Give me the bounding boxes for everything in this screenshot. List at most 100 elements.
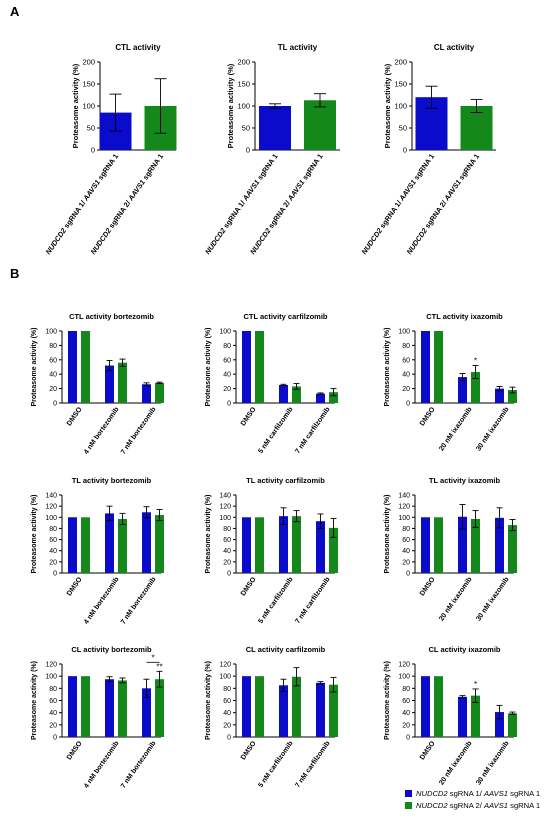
bar [495,388,504,403]
bar [68,517,77,573]
x-tick-label: DMSO [240,406,258,428]
y-axis-label: Proteasome activity (%) [205,328,212,407]
y-tick-label: 20 [223,386,231,393]
chart-title: CTL activity [115,43,161,52]
x-tick-label-part: NUDCD2 [248,226,273,256]
bar [155,515,164,573]
x-tick-label: NUDCD2 sgRNA 1/ AAVS1 sgRNA 1 [43,152,120,256]
y-tick-label: 40 [49,710,57,717]
bar [460,106,493,150]
legend-swatch [405,801,412,809]
y-tick-label: 80 [223,526,231,533]
y-tick-label: 80 [49,343,57,350]
y-tick-label: 60 [402,357,410,364]
y-tick-label: 0 [53,571,57,578]
x-tick-label: DMSO [66,576,84,598]
y-tick-label: 60 [402,537,410,544]
legend-item: NUDCD2 sgRNA 1/ AAVS1 sgRNA 1 [405,787,550,799]
y-tick-label: 200 [394,58,407,67]
bar [471,695,480,737]
y-tick-label: 0 [53,401,57,408]
y-tick-label: 100 [45,329,57,336]
y-tick-label: 120 [45,504,57,511]
x-tick-label: 5 nM carfilzomib [257,406,294,455]
bar [458,377,467,403]
y-tick-label: 80 [223,343,231,350]
bar [508,713,517,737]
y-tick-label: 40 [49,372,57,379]
x-tick-label: DMSO [66,740,84,762]
y-tick-label: 100 [219,674,231,681]
x-tick-label-part: sgRNA 1 [456,152,482,183]
y-tick-label: 100 [398,674,410,681]
bar [242,517,251,573]
bar [304,100,336,150]
y-axis-label: Proteasome activity (%) [71,63,80,148]
x-tick-label-part: sgRNA 1/ [220,197,248,231]
x-tick-label-part: sgRNA 1 [411,152,437,183]
bar [242,676,251,737]
x-tick-label-part: NUDCD2 [404,226,429,256]
x-tick-label: 4 nM bortezomib [83,740,121,790]
x-tick-label: DMSO [419,740,437,762]
chart-title: TL activity carfilzomib [246,476,325,485]
y-tick-label: 80 [223,686,231,693]
y-tick-label: 100 [82,102,95,111]
y-tick-label: 100 [45,674,57,681]
x-tick-label-part: sgRNA 2/ [422,197,450,231]
y-tick-label: 60 [223,698,231,705]
y-tick-label: 40 [402,548,410,555]
y-tick-label: 0 [403,146,407,155]
chart-title: CTL activity bortezomib [69,312,154,321]
x-tick-label: 7 nM bortezomib [120,576,158,626]
y-tick-label: 100 [394,102,407,111]
legend-swatch [405,789,412,797]
y-axis-label: Proteasome activity (%) [384,661,391,740]
x-tick-label: 20 nM ixazomib [438,740,473,786]
x-tick-label: DMSO [240,740,258,762]
bar [155,382,164,403]
legend-label: NUDCD2 sgRNA 1/ AAVS1 sgRNA 1 [416,788,541,798]
y-tick-label: 100 [219,329,231,336]
y-tick-label: 0 [91,146,95,155]
x-tick-label: 7 nM bortezomib [120,406,158,456]
chart-title: CL activity carfilzomib [246,645,326,654]
bar [329,527,338,573]
significance-marker: * [151,653,154,662]
bar [421,331,430,403]
y-tick-label: 60 [223,357,231,364]
bar [471,372,480,403]
bar [68,331,77,403]
x-tick-label: NUDCD2 sgRNA 2/ AAVS1 sgRNA 1 [404,152,481,256]
bar [421,676,430,737]
bar [434,676,443,737]
bar [105,513,114,573]
y-tick-label: 20 [49,559,57,566]
bar [81,331,90,403]
x-tick-label: NUDCD2 sgRNA 1/ AAVS1 sgRNA 1 [359,152,436,256]
x-tick-label: DMSO [66,406,84,428]
y-tick-label: 60 [49,537,57,544]
bar [255,331,264,403]
y-tick-label: 20 [402,559,410,566]
significance-marker: ** [156,662,162,671]
x-tick-label: NUDCD2 sgRNA 2/ AAVS1 sgRNA 1 [248,152,325,256]
y-tick-label: 150 [82,80,95,89]
y-tick-label: 100 [237,102,250,111]
legend-item: NUDCD2 sgRNA 2/ AAVS1 sgRNA 1 [405,799,550,811]
bar [105,679,114,737]
y-tick-label: 40 [223,548,231,555]
y-tick-label: 100 [45,515,57,522]
x-tick-label: 7 nM carfilzomib [294,406,331,455]
y-axis-label: Proteasome activity (%) [31,495,38,574]
y-tick-label: 140 [398,493,410,500]
chart-title: CTL activity ixazomib [426,312,503,321]
y-tick-label: 0 [53,735,57,742]
y-tick-label: 80 [402,686,410,693]
y-axis-label: Proteasome activity (%) [205,495,212,574]
x-tick-label: 4 nM bortezomib [83,406,121,456]
x-tick-label-part: sgRNA 2/ [106,197,134,231]
x-tick-label: NUDCD2 sgRNA 2/ AAVS1 sgRNA 1 [88,152,165,256]
